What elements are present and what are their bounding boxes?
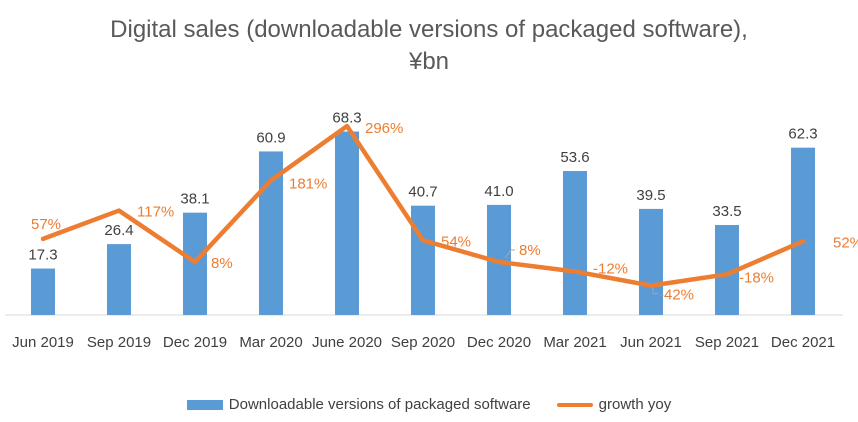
growth-label: -42% [659, 287, 694, 304]
bar [107, 244, 131, 315]
growth-label: 117% [137, 204, 174, 221]
bar [791, 147, 815, 315]
bar-value-label: 39.5 [636, 187, 665, 204]
bar [563, 171, 587, 315]
x-tick-label: Dec 2021 [771, 334, 835, 351]
x-tick-label: Dec 2019 [163, 334, 227, 351]
x-tick-label: Sep 2020 [391, 334, 455, 351]
bar-value-label: 33.5 [712, 203, 741, 220]
growth-label: 52% [833, 234, 858, 251]
bar [411, 205, 435, 315]
growth-label: 296% [365, 120, 403, 137]
bar [639, 208, 663, 315]
growth-label: 54% [441, 233, 471, 250]
bar-value-label: 26.4 [104, 222, 133, 239]
growth-label: 181% [289, 175, 327, 192]
x-tick-label: Sep 2019 [87, 334, 151, 351]
bar [31, 268, 55, 315]
x-tick-label: Mar 2020 [239, 334, 302, 351]
bar-value-label: 62.3 [788, 126, 817, 143]
x-tick-label: Jun 2021 [620, 334, 682, 351]
legend: Downloadable versions of packaged softwa… [0, 396, 858, 413]
bar-value-label: 38.1 [180, 191, 209, 208]
bar [335, 131, 359, 315]
x-tick-label: Sep 2021 [695, 334, 759, 351]
bar-value-label: 53.6 [560, 149, 589, 166]
legend-swatch-bar [186, 399, 223, 410]
growth-label: 8% [211, 255, 233, 272]
legend-label-line: growth yoy [598, 396, 672, 413]
legend-item-line[interactable]: growth yoy [556, 396, 672, 413]
chart-title: Digital sales (downloadable versions of … [0, 14, 858, 78]
growth-label: -18% [739, 269, 774, 286]
x-tick-label: Dec 2020 [467, 334, 531, 351]
leader-line [652, 287, 658, 295]
growth-label: 57% [31, 216, 61, 233]
bar-value-label: 17.3 [28, 247, 57, 264]
bar-value-label: 60.9 [256, 129, 285, 146]
legend-item-bars[interactable]: Downloadable versions of packaged softwa… [186, 396, 531, 413]
chart-title-line-2: ¥bn [408, 48, 450, 75]
legend-swatch-line [556, 402, 593, 407]
growth-label: 8% [519, 242, 541, 259]
chart-title-line-1: Digital sales (downloadable versions of … [110, 16, 748, 43]
bar-value-label: 40.7 [408, 184, 437, 201]
leader-line [504, 249, 515, 259]
x-tick-label: June 2020 [312, 334, 382, 351]
growth-label: -12% [593, 260, 628, 277]
bar-value-label: 68.3 [332, 110, 361, 127]
x-tick-label: Jun 2019 [12, 334, 74, 351]
bar-value-label: 41.0 [484, 183, 513, 200]
legend-label-bars: Downloadable versions of packaged softwa… [228, 396, 531, 413]
x-tick-label: Mar 2021 [543, 334, 606, 351]
